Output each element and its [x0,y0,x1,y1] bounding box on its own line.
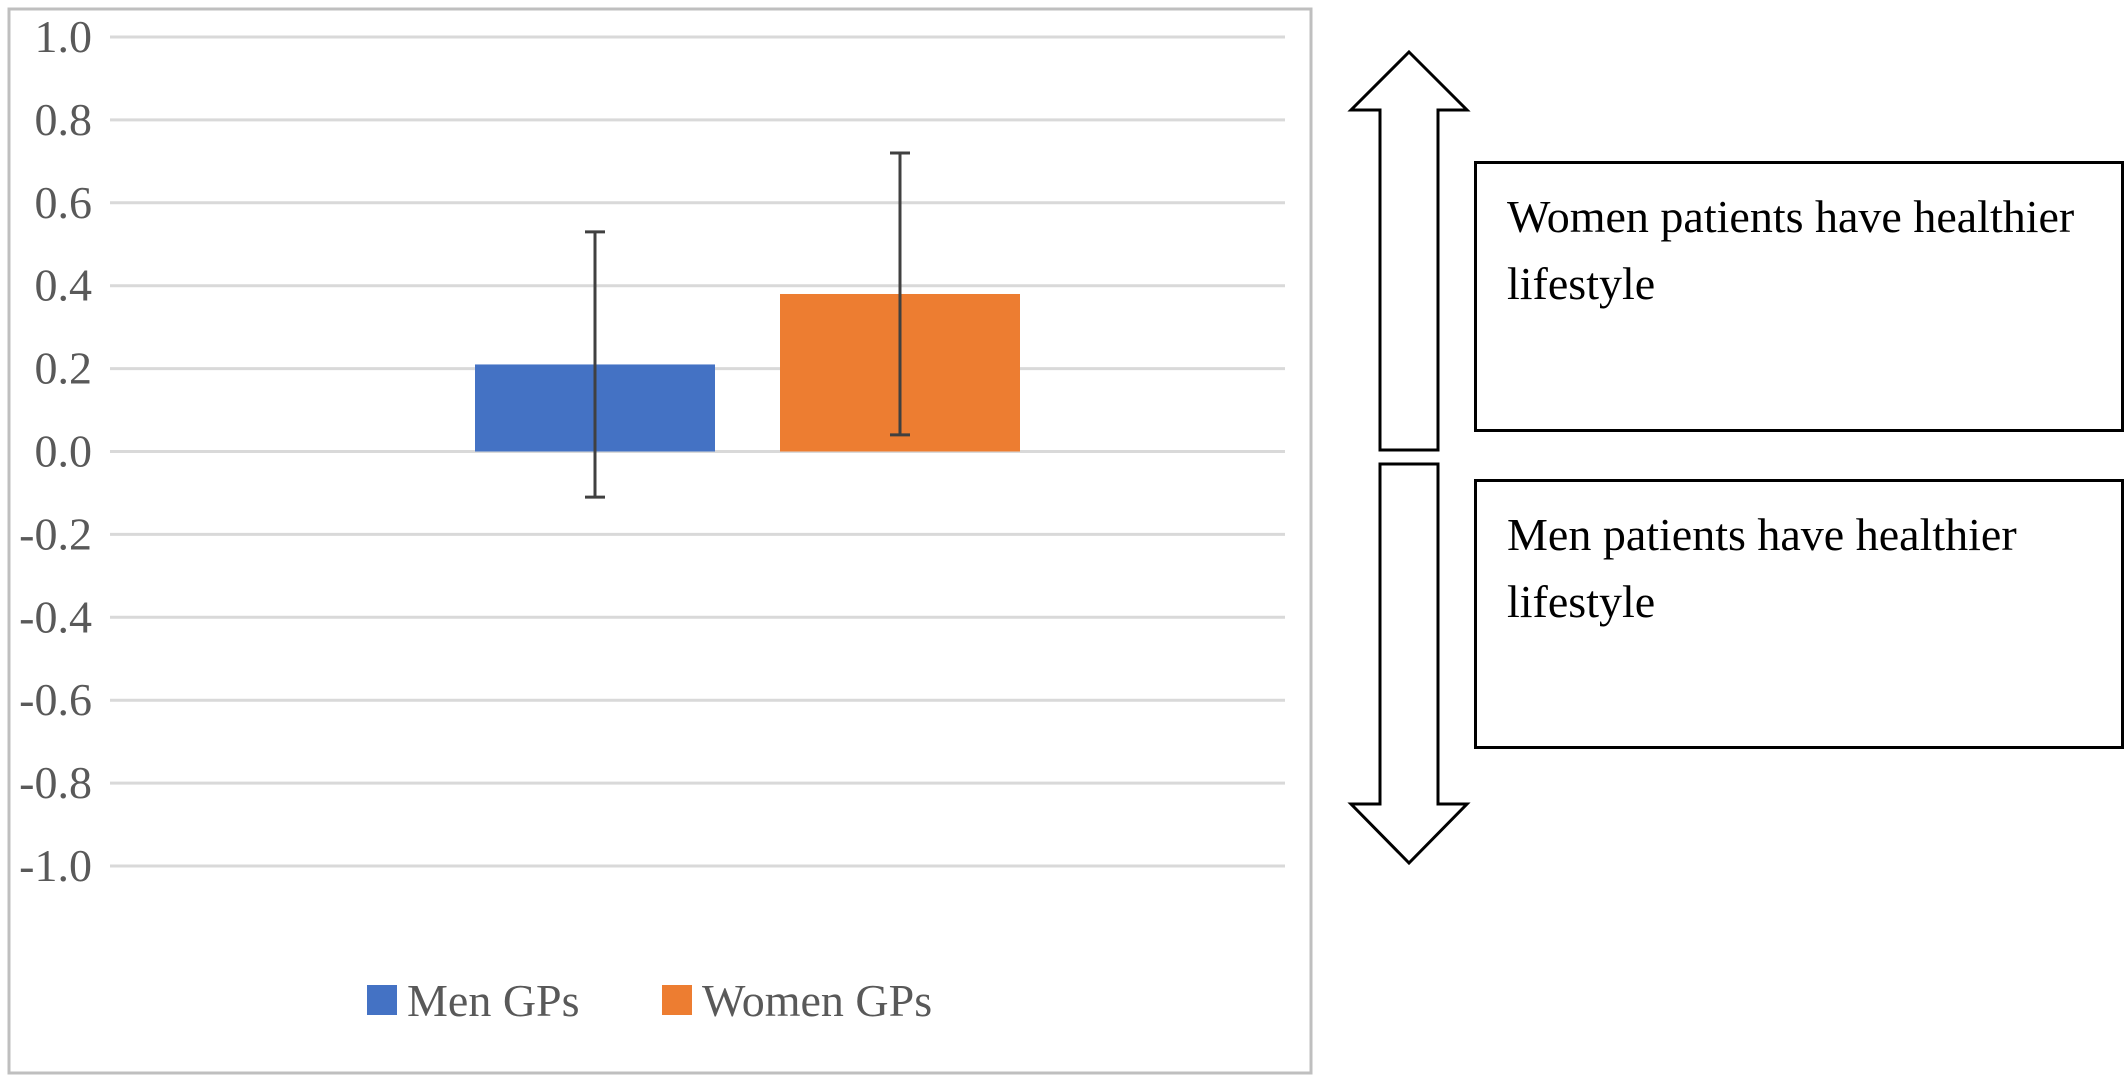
legend-label: Women GPs [702,975,932,1026]
error-bars [585,151,910,499]
gridlines [110,35,1285,868]
y-tick-label: 0.0 [35,426,93,477]
y-tick-label: -0.6 [19,674,92,725]
legend-swatch [367,985,397,1015]
y-tick-label: -0.4 [19,591,92,642]
y-tick-label: 1.0 [35,11,93,62]
y-tick-label: -0.8 [19,757,92,808]
legend-label: Men GPs [407,975,580,1026]
legend-swatch [662,985,692,1015]
y-tick-label: -1.0 [19,840,92,891]
upper-annotation-text: Women patients have healthier lifestyle [1507,191,2075,309]
y-tick-label: -0.2 [19,508,92,559]
down-arrow [1347,462,1471,866]
y-tick-label: 0.6 [35,177,93,228]
y-tick-label: 0.4 [35,260,93,311]
lower-annotation-text: Men patients have healthier lifestyle [1507,509,2017,627]
y-tick-label: 0.8 [35,94,93,145]
y-tick-label: 0.2 [35,343,93,394]
error-bar [585,230,605,499]
legend: Men GPs Women GPs [367,975,932,1026]
error-bar [890,151,910,437]
lower-annotation-box: Men patients have healthier lifestyle [1474,479,2124,749]
upper-annotation-box: Women patients have healthier lifestyle [1474,161,2124,432]
y-axis-tick-labels: 1.0 0.8 0.6 0.4 0.2 0.0 -0.2 -0.4 -0.6 -0.8 -1.0 [19,11,92,891]
up-arrow [1347,49,1471,452]
chart-frame [7,7,1313,1075]
